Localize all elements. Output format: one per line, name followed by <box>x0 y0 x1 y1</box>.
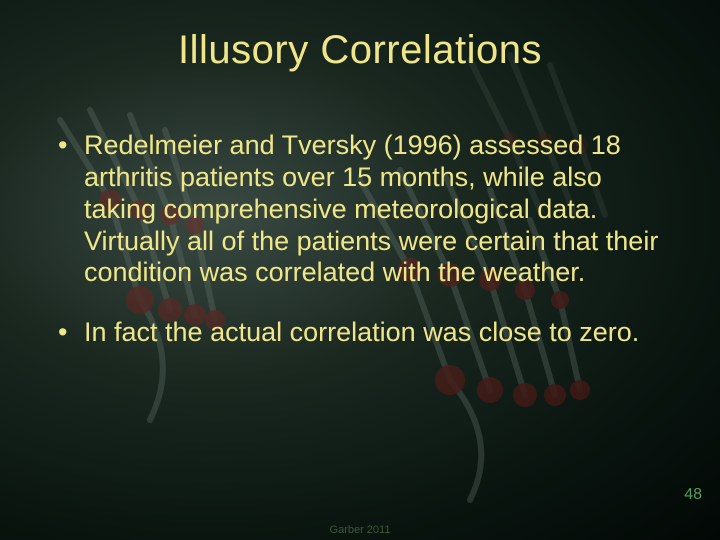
page-number: 48 <box>684 486 702 504</box>
footer-credit: Garber 2011 <box>0 524 720 536</box>
slide-body: Redelmeier and Tversky (1996) assessed 1… <box>54 130 672 377</box>
bullet-item: Redelmeier and Tversky (1996) assessed 1… <box>54 130 672 289</box>
bullet-item: In fact the actual correlation was close… <box>54 317 672 349</box>
slide-title: Illusory Correlations <box>0 28 720 73</box>
slide: Illusory Correlations Redelmeier and Tve… <box>0 0 720 540</box>
